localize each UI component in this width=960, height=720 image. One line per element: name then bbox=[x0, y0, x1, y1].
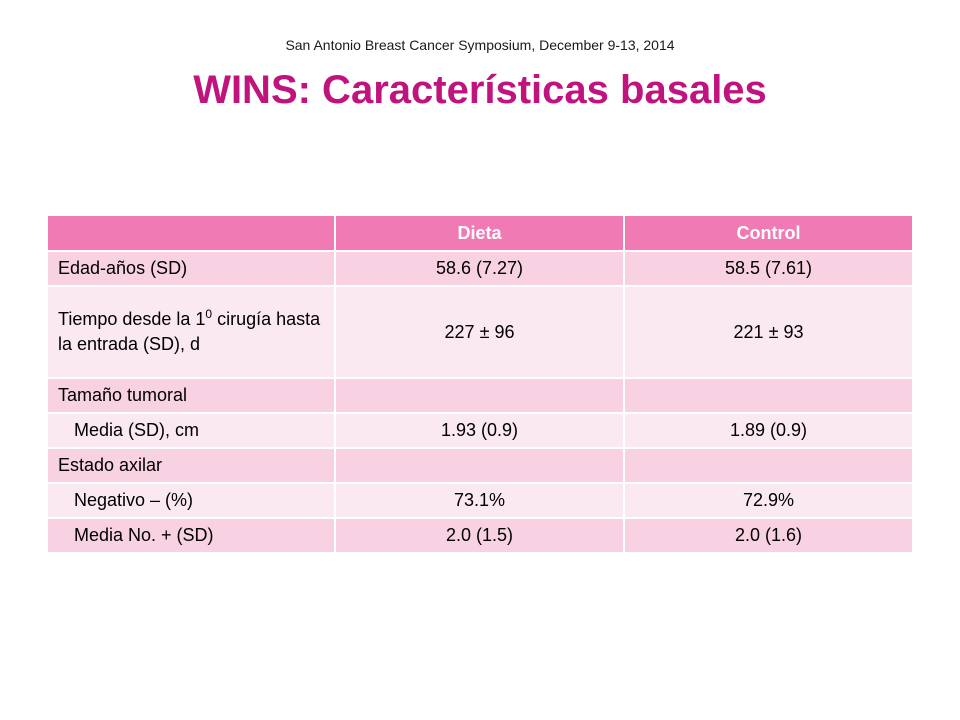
dieta-value: 58.6 (7.27) bbox=[335, 251, 625, 287]
control-value: 2.0 (1.6) bbox=[624, 518, 912, 554]
dieta-value: 227 ± 96 bbox=[335, 286, 625, 379]
dieta-value bbox=[335, 378, 625, 414]
control-value: 221 ± 93 bbox=[624, 286, 912, 379]
header-cell-control: Control bbox=[624, 216, 912, 252]
row-label: Estado axilar bbox=[48, 448, 336, 484]
dieta-value: 73.1% bbox=[335, 483, 625, 519]
conference-subtitle: San Antonio Breast Cancer Symposium, Dec… bbox=[285, 37, 675, 53]
control-value: 1.89 (0.9) bbox=[624, 413, 912, 449]
row-label-superscript: 0 bbox=[205, 307, 213, 321]
control-value bbox=[624, 448, 912, 484]
table-row: Edad-años (SD) 58.6 (7.27) 58.5 (7.61) bbox=[48, 251, 912, 287]
header-cell-empty bbox=[48, 216, 336, 252]
row-label-part: Tiempo desde la 1 bbox=[58, 309, 206, 329]
dieta-value: 2.0 (1.5) bbox=[335, 518, 625, 554]
table-row: Estado axilar bbox=[48, 448, 912, 484]
control-value: 72.9% bbox=[624, 483, 912, 519]
row-label: Negativo – (%) bbox=[48, 483, 336, 519]
table-row: Media (SD), cm 1.93 (0.9) 1.89 (0.9) bbox=[48, 413, 912, 449]
row-label-part: cirugía hasta la entrada (SD), d bbox=[58, 309, 321, 354]
row-label: Media (SD), cm bbox=[48, 413, 336, 449]
baseline-characteristics-table: Dieta Control Edad-años (SD) 58.6 (7.27)… bbox=[48, 216, 912, 554]
control-value: 58.5 (7.61) bbox=[624, 251, 912, 287]
row-label: Media No. + (SD) bbox=[48, 518, 336, 554]
table-row: Tamaño tumoral bbox=[48, 378, 912, 414]
table-row: Tiempo desde la 10 cirugía hasta la entr… bbox=[48, 286, 912, 379]
table-row: Media No. + (SD) 2.0 (1.5) 2.0 (1.6) bbox=[48, 518, 912, 554]
table-row: Negativo – (%) 73.1% 72.9% bbox=[48, 483, 912, 519]
dieta-value: 1.93 (0.9) bbox=[335, 413, 625, 449]
header-cell-dieta: Dieta bbox=[335, 216, 625, 252]
row-label: Tiempo desde la 10 cirugía hasta la entr… bbox=[48, 286, 336, 379]
control-value bbox=[624, 378, 912, 414]
row-label: Edad-años (SD) bbox=[48, 251, 336, 287]
dieta-value bbox=[335, 448, 625, 484]
row-label: Tamaño tumoral bbox=[48, 378, 336, 414]
slide-title: WINS: Características basales bbox=[193, 68, 767, 112]
table-header-row: Dieta Control bbox=[48, 216, 912, 252]
